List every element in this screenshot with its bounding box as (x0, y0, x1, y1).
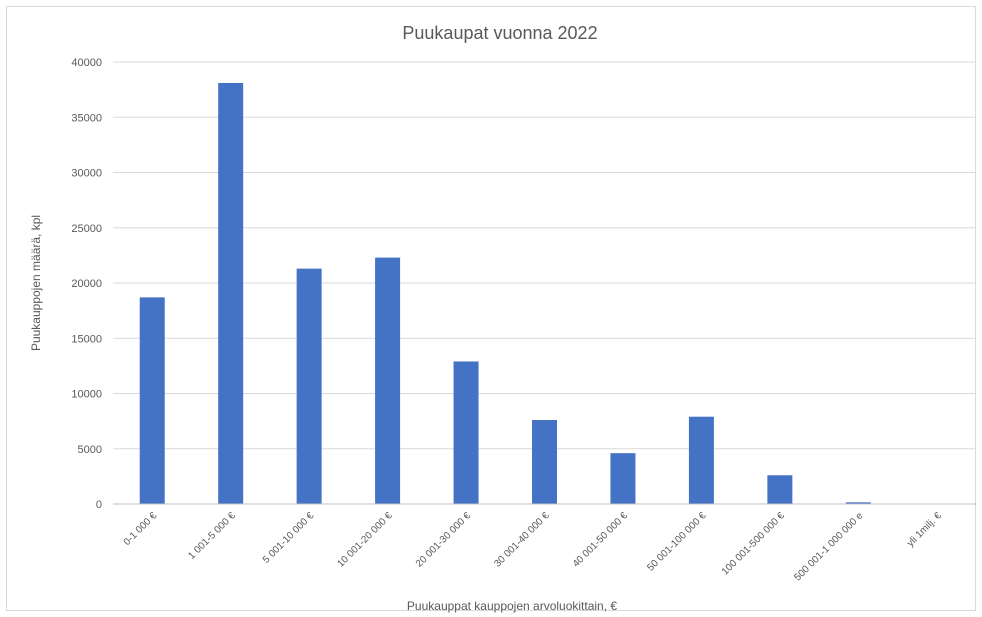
bar (845, 502, 871, 504)
y-axis-ticks: 0 5000 10000 15000 20000 25000 30000 35000 40000 (71, 57, 102, 511)
y-tick-label: 30000 (71, 168, 102, 180)
bar (688, 416, 714, 504)
chart-title: Puukaupat vuonna 2022 (402, 23, 597, 43)
bars (139, 82, 871, 505)
y-tick-label: 10000 (71, 389, 102, 401)
bar (532, 420, 557, 504)
y-tick-label: 35000 (71, 112, 102, 124)
x-tick-label: 20 001-30 000 € (414, 510, 474, 570)
x-tick-label: 40 001-50 000 € (571, 510, 631, 570)
bar (375, 257, 401, 504)
gridlines (113, 61, 976, 450)
y-tick-label: 0 (96, 499, 102, 511)
y-tick-label: 20000 (71, 278, 102, 290)
y-tick-label: 40000 (71, 57, 102, 69)
x-tick-label: 5 001-10 000 € (261, 510, 317, 566)
bar (453, 361, 479, 504)
x-tick-label: 50 001-100 000 € (645, 510, 709, 574)
bar (296, 268, 322, 504)
x-tick-label: yli 1milj. € (905, 510, 944, 549)
x-axis-label: Puukauppat kauppojen arvoluokittain, € (407, 599, 617, 613)
x-tick-label: 100 001-500 000 € (720, 510, 787, 577)
y-axis-label: Puukauppojen määrä, kpl (29, 215, 43, 351)
x-tick-label: 10 001-20 000 € (335, 510, 395, 570)
x-tick-label: 500 001-1 000 000 e (792, 510, 865, 583)
x-tick-label: 30 001-40 000 € (492, 510, 552, 570)
bar (139, 297, 165, 504)
bar (610, 453, 636, 504)
y-tick-label: 25000 (71, 223, 102, 235)
bar (767, 475, 793, 504)
chart-frame (6, 6, 976, 611)
x-axis-ticks: 0-1 000 € 1 001-5 000 € 5 001-10 000 € 10 0… (122, 510, 945, 583)
y-tick-label: 5000 (78, 444, 102, 456)
x-tick-label: 1 001-5 000 € (186, 510, 238, 562)
y-tick-label: 15000 (71, 333, 102, 345)
x-tick-label: 0-1 000 € (122, 510, 160, 548)
bar (218, 82, 244, 505)
